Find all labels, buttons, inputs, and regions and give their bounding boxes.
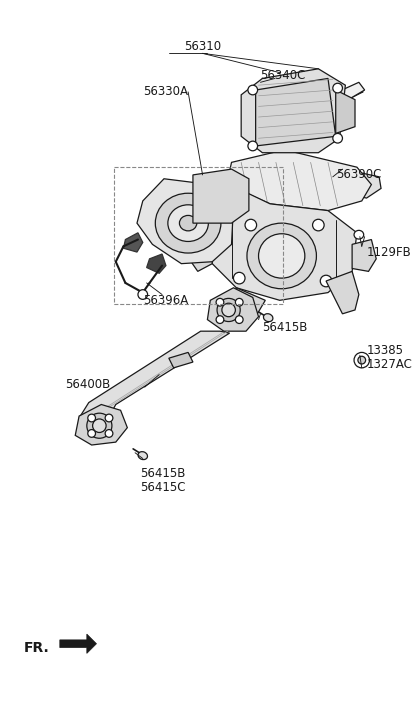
Circle shape (333, 134, 342, 143)
Polygon shape (193, 169, 249, 223)
Text: 56400B: 56400B (66, 378, 111, 390)
Text: FR.: FR. (24, 640, 50, 654)
Text: 1129FB: 1129FB (367, 246, 411, 259)
Ellipse shape (168, 205, 208, 241)
Ellipse shape (259, 234, 305, 278)
Circle shape (222, 303, 235, 317)
Circle shape (233, 273, 245, 284)
Polygon shape (326, 271, 359, 314)
Circle shape (333, 84, 342, 93)
Polygon shape (79, 332, 230, 426)
Polygon shape (342, 172, 381, 198)
Circle shape (216, 316, 224, 324)
Polygon shape (352, 239, 376, 271)
Text: 56415B: 56415B (262, 321, 308, 334)
Polygon shape (60, 634, 96, 654)
Ellipse shape (155, 193, 221, 253)
Polygon shape (124, 233, 143, 252)
Ellipse shape (179, 215, 197, 231)
Text: 56396A: 56396A (143, 294, 188, 307)
Circle shape (313, 220, 324, 231)
Polygon shape (169, 353, 193, 368)
Circle shape (235, 298, 243, 306)
Circle shape (217, 298, 240, 321)
Polygon shape (147, 254, 166, 273)
Polygon shape (232, 288, 265, 320)
Circle shape (105, 430, 113, 438)
Ellipse shape (354, 230, 364, 239)
Polygon shape (336, 90, 355, 134)
Text: 56415C: 56415C (140, 481, 185, 494)
Text: 56340C: 56340C (261, 69, 306, 82)
Polygon shape (227, 150, 371, 211)
Circle shape (320, 276, 332, 287)
Text: 56330A: 56330A (143, 86, 188, 98)
Text: 56390C: 56390C (336, 169, 381, 182)
Polygon shape (207, 288, 259, 332)
Circle shape (105, 414, 113, 422)
Ellipse shape (247, 223, 316, 289)
Polygon shape (285, 82, 365, 134)
Ellipse shape (138, 451, 147, 459)
Text: 56415B: 56415B (140, 467, 185, 481)
Polygon shape (210, 185, 357, 300)
Circle shape (87, 413, 112, 438)
Polygon shape (75, 404, 127, 445)
Circle shape (358, 356, 366, 364)
Polygon shape (241, 69, 345, 153)
Circle shape (88, 414, 96, 422)
Text: 1327AC: 1327AC (367, 358, 412, 371)
Circle shape (93, 419, 106, 433)
Circle shape (245, 220, 256, 231)
Polygon shape (137, 179, 233, 264)
Circle shape (248, 141, 258, 150)
Text: 56310: 56310 (184, 40, 221, 53)
Text: 13385: 13385 (367, 344, 403, 357)
Circle shape (216, 298, 224, 306)
Polygon shape (256, 79, 336, 146)
Circle shape (248, 85, 258, 95)
Polygon shape (189, 233, 212, 271)
Circle shape (354, 353, 370, 368)
Ellipse shape (264, 313, 273, 321)
Circle shape (88, 430, 96, 438)
Circle shape (138, 289, 147, 300)
Circle shape (235, 316, 243, 324)
